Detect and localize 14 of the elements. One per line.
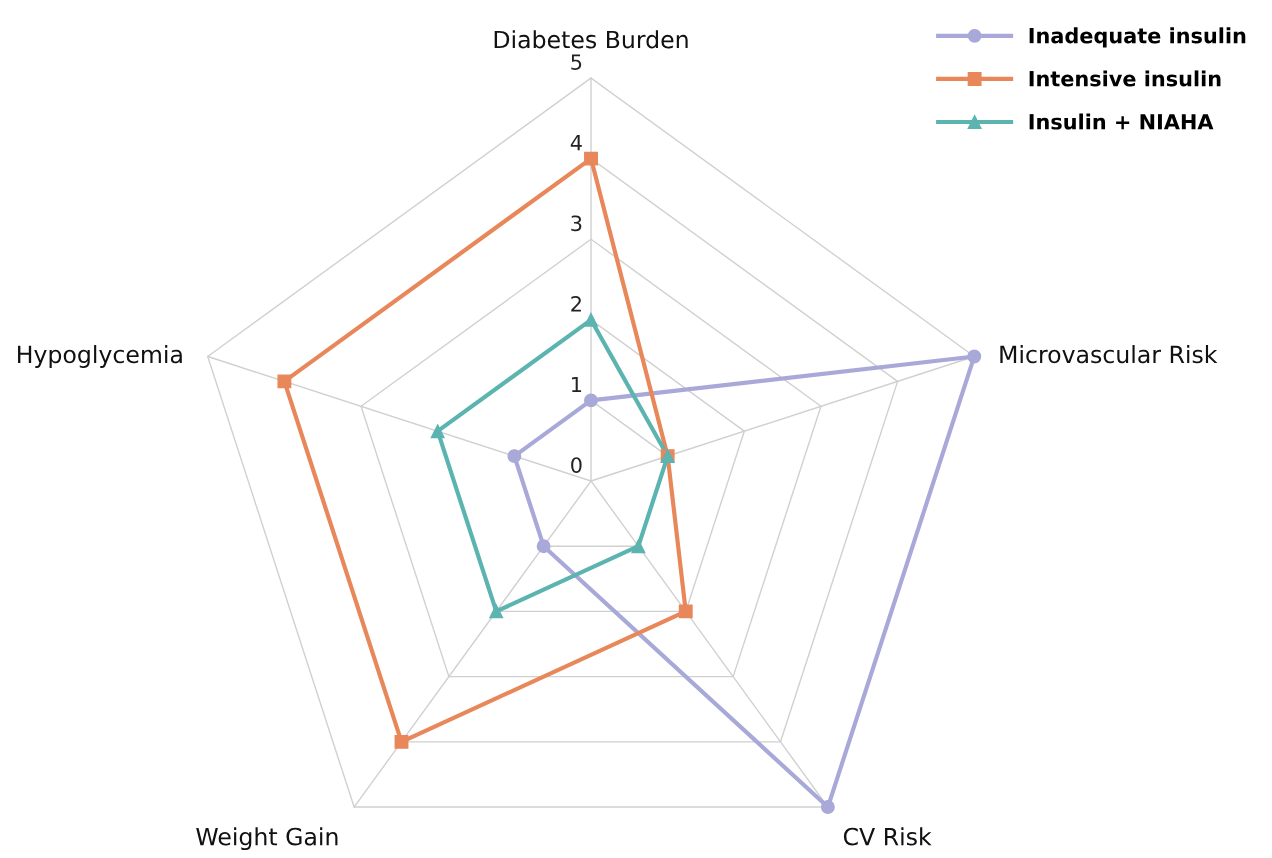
y-tick-label: 2 bbox=[571, 296, 581, 312]
spoke-label: Diabetes Burden bbox=[494, 30, 688, 49]
y-tick-label: 5 bbox=[571, 54, 582, 70]
spoke-label: CV Risk bbox=[843, 827, 932, 846]
y-tick-label: 0 bbox=[571, 457, 582, 473]
y-tick-label: 4 bbox=[570, 135, 582, 151]
spoke-label: Hypoglycemia bbox=[18, 345, 182, 368]
spoke-label: Weight Gain bbox=[196, 827, 338, 851]
legend-label: Inadequate insulin bbox=[1029, 27, 1246, 48]
legend-label: Intensive insulin bbox=[1029, 70, 1221, 87]
spoke-label: Microvascular Risk bbox=[1000, 345, 1218, 364]
y-tick-label: 3 bbox=[571, 215, 582, 232]
legend-label: Insulin + NIAHA bbox=[1029, 113, 1214, 130]
y-tick-label: 1 bbox=[572, 376, 582, 393]
